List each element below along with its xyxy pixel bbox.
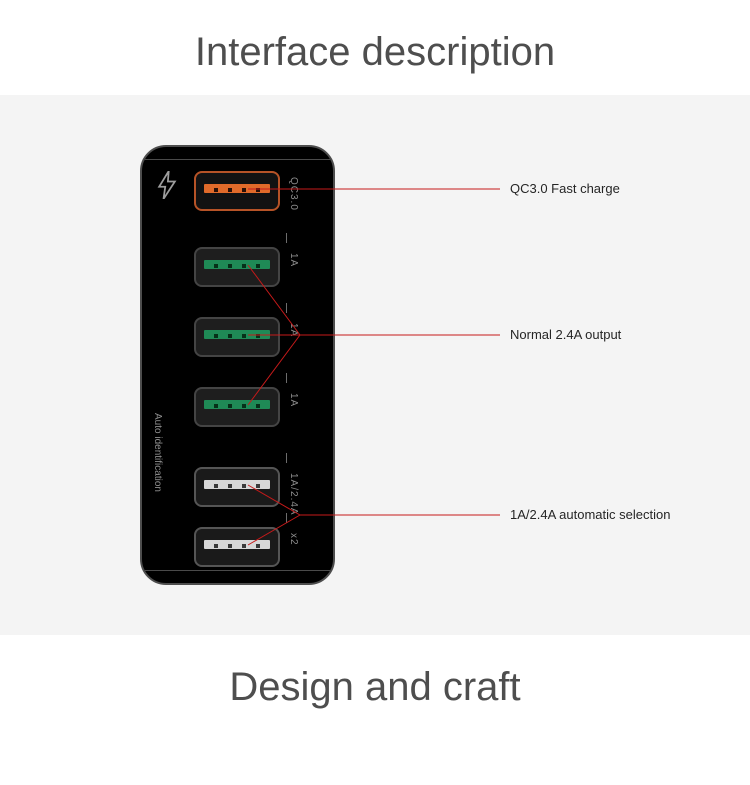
charger-edge-top [145, 159, 330, 160]
charger-edge-bottom [145, 570, 330, 571]
usb-port-2 [194, 317, 280, 357]
port-side-label-4: 1A/2.4A [288, 473, 299, 519]
port-side-label-1: 1A [288, 253, 299, 270]
usb-port-0 [194, 171, 280, 211]
port-side-label-0: QC3.0 [288, 177, 299, 214]
lightning-icon [156, 171, 178, 199]
callout-qc30: QC3.0 Fast charge [510, 181, 620, 196]
auto-identification-label: Auto identification [152, 413, 164, 553]
port-side-label-3: 1A [288, 393, 299, 410]
callout-normal-24a: Normal 2.4A output [510, 327, 621, 342]
charger-body: Auto identification QC3.0 1A 1A 1A 1A/2.4A x2 [140, 145, 335, 585]
port-side-label-2: 1A [288, 323, 299, 340]
section-title-design: Design and craft [0, 635, 750, 730]
usb-port-5 [194, 527, 280, 567]
section-title-interface: Interface description [0, 0, 750, 95]
usb-port-4 [194, 467, 280, 507]
port-side-label-5: x2 [288, 533, 299, 549]
callout-lines [0, 95, 750, 635]
usb-port-3 [194, 387, 280, 427]
usb-port-1 [194, 247, 280, 287]
callout-auto-selection: 1A/2.4A automatic selection [510, 507, 670, 522]
diagram-area: Auto identification QC3.0 1A 1A 1A 1A/2.4A x2… [0, 95, 750, 635]
